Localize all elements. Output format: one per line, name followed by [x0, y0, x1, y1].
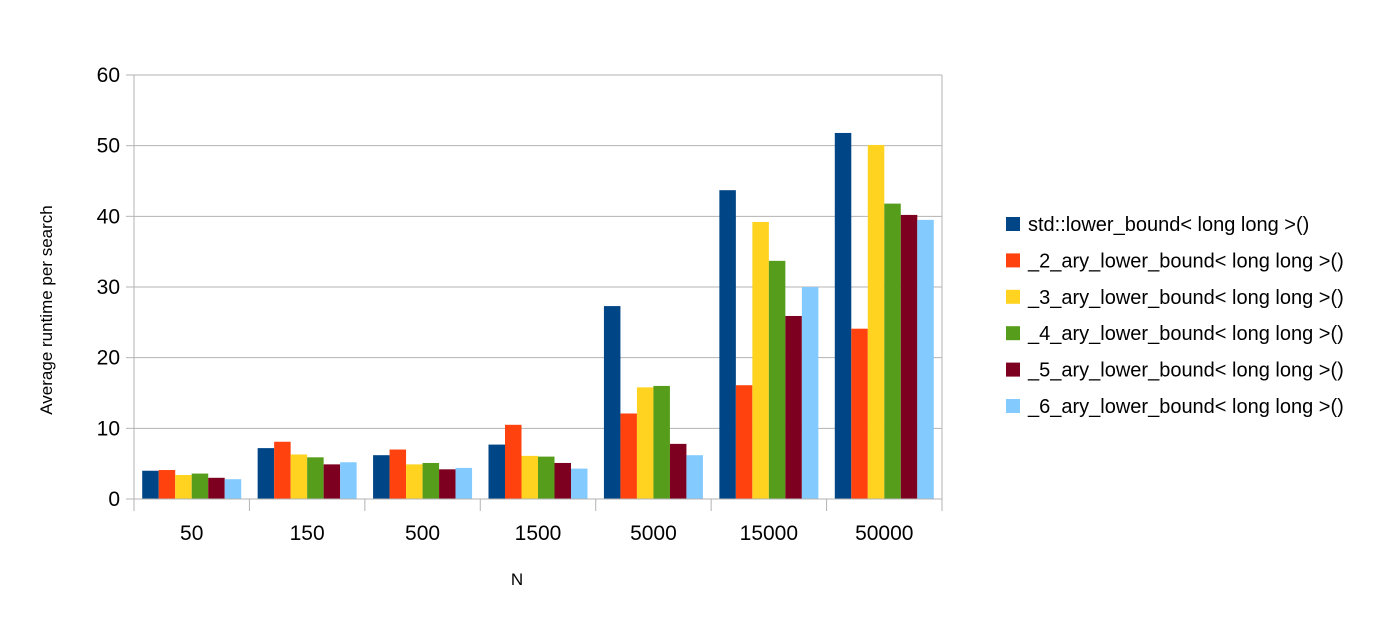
legend-label: _4_ary_lower_bound< long long >()	[1027, 323, 1344, 345]
y-tick-label: 40	[97, 205, 120, 228]
bar	[257, 448, 275, 499]
bar	[554, 462, 571, 499]
legend-label: _3_ary_lower_bound< long long >()	[1027, 287, 1344, 309]
legend-label: _5_ary_lower_bound< long long >()	[1027, 360, 1344, 382]
x-axis-title: N	[511, 570, 523, 589]
bar	[636, 387, 654, 499]
x-tick-label: 500	[405, 522, 440, 545]
bar	[389, 449, 407, 499]
bar	[917, 219, 934, 499]
y-tick-label: 10	[97, 417, 120, 440]
bar	[538, 456, 555, 499]
bar	[142, 470, 159, 499]
bar	[669, 443, 687, 499]
bar	[208, 477, 225, 499]
legend-swatch	[1006, 217, 1020, 231]
y-tick-label: 0	[108, 488, 120, 511]
bar	[752, 221, 769, 500]
bar	[340, 462, 357, 499]
y-tick-label: 30	[97, 276, 120, 299]
bar	[900, 214, 918, 500]
tick-labels: 0 10 20 30 40 50 60 50 150 500 1500 5000 15000 50000	[97, 64, 914, 545]
legend: std::lower_bound< long long >()_2_ary_lo…	[1006, 214, 1344, 418]
bar	[801, 287, 819, 499]
bar	[719, 190, 736, 499]
legend-swatch	[1006, 399, 1020, 413]
legend-swatch	[1006, 326, 1020, 341]
bar	[323, 464, 341, 499]
x-tick-label: 5000	[630, 522, 677, 545]
bar	[488, 444, 505, 499]
bar	[620, 413, 637, 499]
bar	[307, 457, 324, 499]
legend-label: _6_ary_lower_bound< long long >()	[1027, 396, 1344, 418]
bar	[455, 467, 473, 499]
y-tick-label: 20	[97, 347, 120, 370]
bar	[571, 468, 588, 499]
bar	[834, 132, 852, 499]
bar	[603, 306, 621, 499]
bar	[191, 473, 209, 499]
bar	[735, 385, 753, 499]
x-tick-label: 1500	[515, 522, 562, 545]
gridlines	[134, 74, 942, 429]
x-tick-label: 150	[290, 522, 325, 545]
bar	[274, 441, 291, 499]
bar	[785, 315, 802, 499]
legend-swatch	[1006, 289, 1020, 304]
legend-swatch	[1006, 253, 1020, 268]
bar	[422, 462, 440, 499]
y-axis-title: Average runtime per search	[37, 205, 56, 414]
x-tick-label: 50000	[855, 522, 913, 545]
x-tick-label: 50	[180, 522, 203, 545]
legend-swatch	[1006, 362, 1020, 377]
bar	[175, 474, 192, 499]
bar	[158, 470, 176, 499]
y-tick-label: 50	[97, 135, 120, 158]
bar	[867, 144, 885, 499]
y-tick-label: 60	[97, 64, 120, 87]
bar	[439, 469, 456, 499]
bar	[406, 464, 423, 499]
bar	[768, 260, 786, 499]
axes	[126, 74, 943, 511]
bar	[686, 455, 703, 499]
bar	[224, 479, 242, 499]
bar	[884, 203, 901, 500]
bar	[851, 328, 868, 499]
bar	[505, 424, 522, 499]
x-tick-label: 15000	[740, 522, 798, 545]
legend-label: std::lower_bound< long long >()	[1028, 214, 1309, 236]
bars	[142, 132, 934, 500]
bar	[290, 454, 308, 499]
bar	[373, 455, 390, 499]
bar	[521, 455, 538, 499]
bar	[653, 385, 670, 499]
legend-label: _2_ary_lower_bound< long long >()	[1027, 250, 1344, 272]
